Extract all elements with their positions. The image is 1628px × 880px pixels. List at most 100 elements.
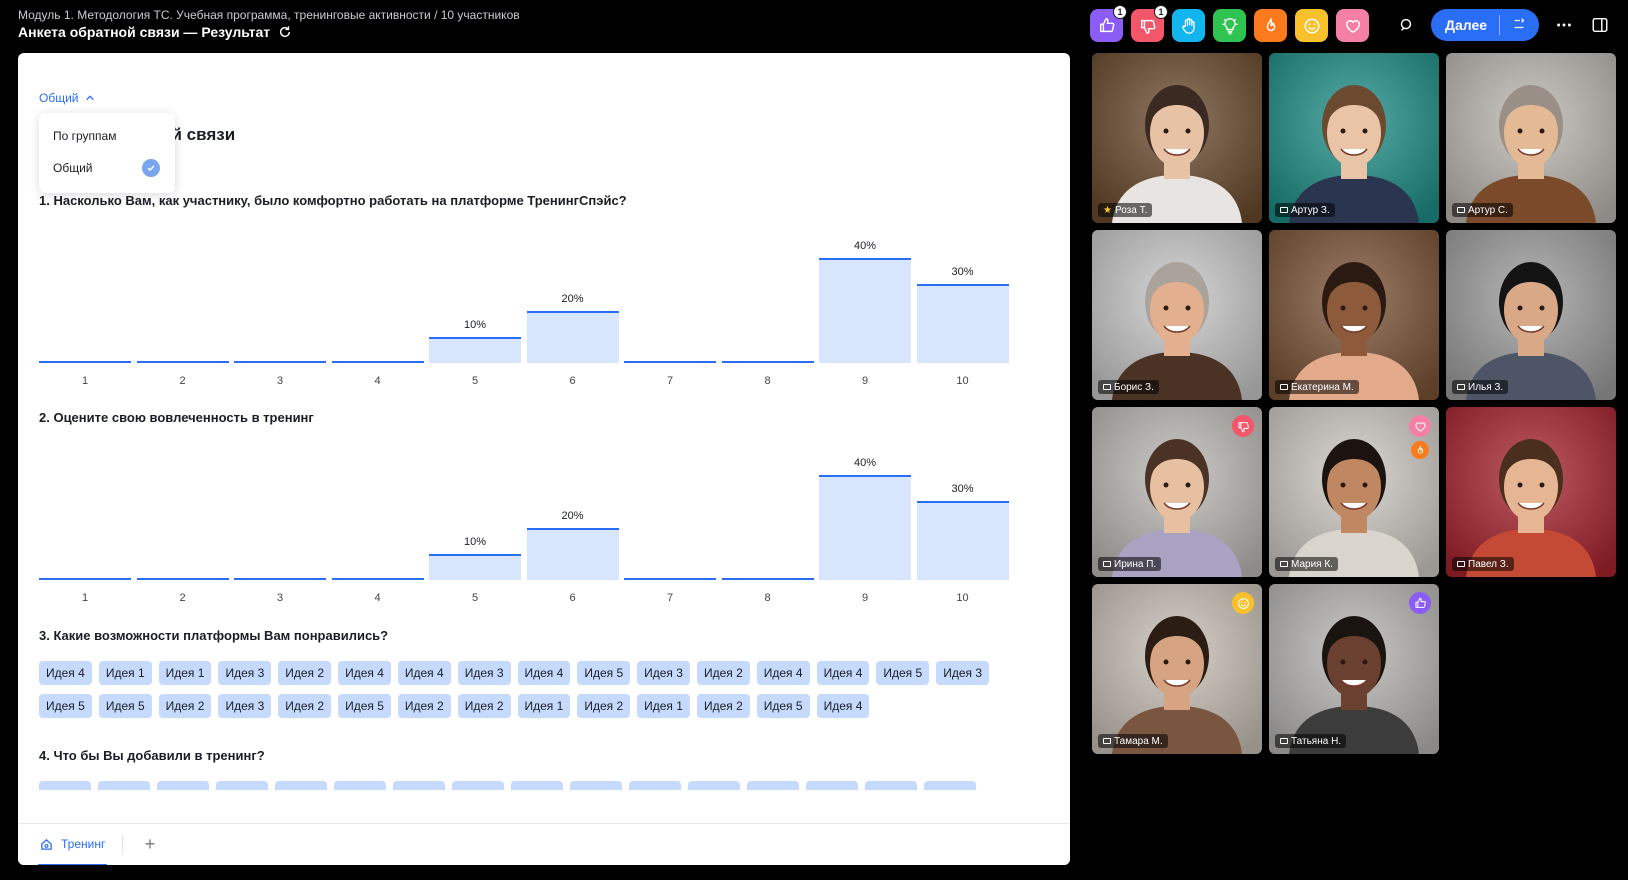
participant-tile[interactable]: Борис З. bbox=[1092, 230, 1262, 400]
x-tick-label: 10 bbox=[956, 592, 969, 604]
participant-name: Роза Т. bbox=[1114, 204, 1148, 216]
x-tick-label: 5 bbox=[471, 375, 479, 387]
participant-tile[interactable]: Татьяна Н. bbox=[1269, 584, 1439, 754]
dropdown-option-total[interactable]: Общий bbox=[53, 161, 93, 175]
view-filter[interactable]: Общий bbox=[39, 91, 95, 105]
participant-tile[interactable]: Артур З. bbox=[1269, 53, 1439, 223]
answer-chip-partial bbox=[39, 781, 91, 790]
sidebar-toggle-icon[interactable] bbox=[1589, 14, 1611, 36]
answer-chip: Идея 4 bbox=[517, 661, 571, 685]
next-options-icon[interactable] bbox=[1512, 17, 1526, 34]
reaction-count-badge: 1 bbox=[1113, 5, 1127, 19]
answers-question-3: Идея 4 Идея 1 Идея 1 Идея 3 Идея 2 Идея 4 Идея… bbox=[39, 661, 1039, 727]
x-tick-label: 9 bbox=[861, 375, 869, 387]
answer-chip: Идея 1 bbox=[98, 661, 152, 685]
bar-data-label: 40% bbox=[853, 240, 877, 252]
answer-chip-partial bbox=[924, 781, 976, 790]
participant-name-tag: Артур З. bbox=[1275, 203, 1335, 217]
reaction-fire-button[interactable] bbox=[1254, 9, 1287, 42]
answer-chip-partial bbox=[334, 781, 386, 790]
screen-share-icon[interactable] bbox=[1395, 14, 1417, 36]
x-tick-label: 10 bbox=[956, 375, 969, 387]
answer-chip-partial bbox=[511, 781, 563, 790]
bar-fill bbox=[429, 336, 521, 363]
refresh-icon[interactable] bbox=[278, 25, 292, 39]
participant-tile[interactable]: Екатерина М. bbox=[1269, 230, 1439, 400]
participant-tile[interactable]: Ирина П. bbox=[1092, 407, 1262, 577]
participant-video bbox=[1446, 53, 1616, 223]
participant-name: Ирина П. bbox=[1114, 558, 1157, 570]
reaction-smile-button[interactable] bbox=[1295, 9, 1328, 42]
x-tick-label: 7 bbox=[666, 375, 674, 387]
reaction-like-button[interactable]: 1 bbox=[1090, 5, 1127, 42]
heart-icon bbox=[1345, 19, 1360, 33]
participant-tile[interactable]: Илья З. bbox=[1446, 230, 1616, 400]
tab-training[interactable]: Тренинг bbox=[38, 824, 108, 865]
question-4: 4. Что бы Вы добавили в тренинг? bbox=[39, 748, 265, 763]
answer-chip: Идея 2 bbox=[457, 694, 511, 718]
participant-name: Артур С. bbox=[1468, 204, 1508, 216]
bar-data-label: 20% bbox=[561, 292, 584, 305]
idea-icon bbox=[1221, 17, 1238, 34]
bar-data-label: 10% bbox=[463, 318, 487, 331]
breadcrumb[interactable]: Модуль 1. Методология ТС. Учебная програ… bbox=[18, 8, 520, 22]
participant-name-tag: Павел З. bbox=[1452, 557, 1514, 571]
top-bar: Модуль 1. Методология ТС. Учебная програ… bbox=[0, 0, 1628, 50]
reaction-hand-button[interactable] bbox=[1172, 9, 1205, 42]
dropdown-option-groups[interactable]: По группам bbox=[53, 129, 117, 143]
answer-chip: Идея 1 bbox=[517, 694, 571, 718]
bar-fill bbox=[624, 361, 716, 363]
participant-name-tag: Мария К. bbox=[1275, 557, 1338, 571]
x-tick-label: 5 bbox=[471, 592, 479, 604]
survey-results-panel: Анкета обратной связи Общий По группам О… bbox=[18, 53, 1070, 865]
bar-fill bbox=[331, 578, 424, 580]
bar-fill bbox=[234, 361, 326, 363]
reaction-idea-button[interactable] bbox=[1213, 9, 1246, 42]
bar bbox=[331, 343, 424, 363]
bar-fill bbox=[331, 361, 424, 363]
participant-name: Екатерина М. bbox=[1291, 381, 1354, 393]
question-2: 2. Оцените свою вовлеченность в тренинг bbox=[39, 410, 314, 425]
bar bbox=[39, 560, 131, 580]
answer-chip: Идея 1 bbox=[158, 661, 212, 685]
next-button[interactable]: Далее bbox=[1431, 9, 1539, 41]
answers-question-4-partial bbox=[39, 781, 1039, 790]
answer-chip: Идея 1 bbox=[637, 694, 690, 718]
bar-fill bbox=[39, 578, 131, 580]
answer-chip: Идея 4 bbox=[397, 661, 451, 685]
participant-name-tag: Борис З. bbox=[1098, 380, 1159, 394]
bar-fill bbox=[721, 578, 814, 580]
participant-name-tag: Артур С. bbox=[1452, 203, 1513, 217]
add-tab-button[interactable]: + bbox=[144, 833, 156, 854]
reaction-heart-button[interactable] bbox=[1336, 9, 1369, 42]
bar-fill bbox=[819, 475, 911, 580]
answer-chip: Идея 2 bbox=[577, 694, 631, 718]
participant-tile[interactable]: ★ Роза Т. bbox=[1092, 53, 1262, 223]
answer-chip-partial bbox=[688, 781, 740, 790]
bar-fill bbox=[916, 501, 1009, 580]
participant-tile[interactable]: Тамара М. bbox=[1092, 584, 1262, 754]
bar-fill bbox=[136, 578, 229, 580]
chip-row: Идея 4 Идея 1 Идея 1 Идея 3 Идея 2 Идея 4 Идея… bbox=[39, 661, 1039, 685]
bar: 10% bbox=[429, 317, 521, 363]
like-icon bbox=[1414, 597, 1426, 608]
participant-video bbox=[1269, 230, 1439, 400]
bar-data-label: 40% bbox=[853, 457, 877, 469]
participant-tile[interactable]: Артур С. bbox=[1446, 53, 1616, 223]
participant-tile[interactable]: Павел З. bbox=[1446, 407, 1616, 577]
reaction-dislike-button[interactable]: 1 bbox=[1131, 5, 1168, 42]
camera-icon bbox=[1457, 384, 1465, 390]
participant-name-tag: ★ Роза Т. bbox=[1098, 203, 1153, 217]
answer-chip: Идея 5 bbox=[338, 694, 391, 718]
participant-tile[interactable]: Мария К. bbox=[1269, 407, 1439, 577]
participant-video bbox=[1092, 230, 1262, 400]
camera-icon bbox=[1280, 738, 1288, 744]
bar bbox=[234, 343, 326, 363]
chart-question-2: 1 2 3 4 10% 5 20% 6 7 8 40% 9 30% 10 bbox=[39, 430, 1049, 610]
camera-icon bbox=[1280, 561, 1288, 567]
answer-chip-partial bbox=[747, 781, 799, 790]
bar: 10% bbox=[429, 534, 521, 580]
title-row: Анкета обратной связи — Результат bbox=[18, 24, 292, 40]
bar-fill bbox=[721, 361, 814, 363]
more-icon[interactable] bbox=[1553, 14, 1575, 36]
